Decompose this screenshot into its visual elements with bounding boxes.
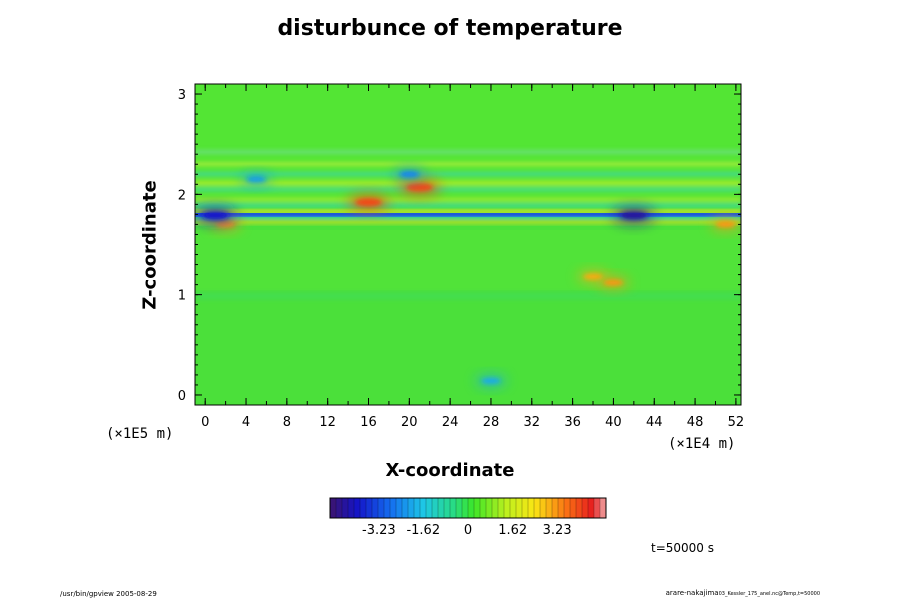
y-tick-label: 0 xyxy=(178,389,186,404)
x-tick-label: 40 xyxy=(605,415,622,430)
colorbar-cell xyxy=(534,498,541,518)
colorbar xyxy=(329,497,607,519)
colorbar-cell xyxy=(450,498,457,518)
x-tick-label: 32 xyxy=(524,415,541,430)
x-tick-label: 52 xyxy=(728,415,745,430)
x-tick-label: 12 xyxy=(319,415,336,430)
colorbar-cell xyxy=(492,498,499,518)
colorbar-cell xyxy=(528,498,535,518)
colorbar-tick-label: 0 xyxy=(464,523,472,538)
colorbar-cell xyxy=(330,498,337,518)
colorbar-cell xyxy=(372,498,379,518)
colorbar-cell xyxy=(414,498,421,518)
footer-command: /usr/bin/gpview 2005-08-29 xyxy=(60,590,157,598)
heatmap-field xyxy=(195,84,741,405)
colorbar-cell xyxy=(408,498,415,518)
feature-core-0 xyxy=(355,198,382,207)
feature-core-7 xyxy=(202,211,229,220)
axis-ticks xyxy=(195,84,741,405)
colorbar-cell xyxy=(522,498,529,518)
colorbar-cell xyxy=(474,498,481,518)
y-tick-labels: 0 1 2 3 xyxy=(178,88,186,404)
feature-core-3 xyxy=(603,279,624,286)
x-tick-label: 48 xyxy=(687,415,704,430)
colorbar-cell xyxy=(498,498,505,518)
colorbar-cell xyxy=(576,498,583,518)
feature-core-2 xyxy=(583,273,603,280)
colorbar-cell xyxy=(444,498,451,518)
colorbar-cell xyxy=(462,498,469,518)
x-tick-label: 0 xyxy=(201,415,209,430)
colorbar-cell xyxy=(552,498,559,518)
time-label: t=50000 s xyxy=(651,541,714,555)
colorbar-cell xyxy=(510,498,517,518)
colorbar-cell xyxy=(564,498,571,518)
colorbar-cell xyxy=(588,498,595,518)
colorbar-cell xyxy=(486,498,493,518)
x-tick-labels: 0 4 8 12 16 20 24 28 32 36 40 44 48 52 xyxy=(201,415,744,430)
colorbar-cell xyxy=(516,498,523,518)
colorbar-cell xyxy=(390,498,397,518)
x-tick-label: 36 xyxy=(564,415,581,430)
colorbar-tick-label: -1.62 xyxy=(406,523,440,538)
x-tick-label: 20 xyxy=(401,415,418,430)
colorbar-cell xyxy=(558,498,565,518)
colorbar-cell xyxy=(348,498,355,518)
colorbar-tick-label: 3.23 xyxy=(543,523,572,538)
footer-author: arare-nakajima xyxy=(665,589,719,597)
colorbar-tick-label: -3.23 xyxy=(362,523,396,538)
colorbar-cell xyxy=(438,498,445,518)
colorbar-cell xyxy=(336,498,343,518)
feature-core-5 xyxy=(716,221,736,228)
x-tick-label: 16 xyxy=(360,415,377,430)
colorbar-cell xyxy=(342,498,349,518)
colorbar-cell xyxy=(468,498,475,518)
chart-title: disturbunce of temperature xyxy=(277,16,623,41)
x-tick-label: 28 xyxy=(483,415,500,430)
x-tick-label: 44 xyxy=(646,415,663,430)
y-tick-label: 1 xyxy=(178,289,186,304)
colorbar-cell xyxy=(504,498,511,518)
colorbar-cell xyxy=(354,498,361,518)
colorbar-frame xyxy=(329,497,607,519)
colorbar-cell xyxy=(396,498,403,518)
colorbar-labels: -3.23 -1.62 0 1.62 3.23 xyxy=(362,523,572,538)
y-tick-label: 2 xyxy=(178,188,186,203)
feature-core-9 xyxy=(399,171,419,178)
colorbar-cell xyxy=(420,498,427,518)
footer-file: 03_Kessler_175_anel.nc@Temp,t=50000 xyxy=(718,591,820,597)
colorbar-cell xyxy=(570,498,577,518)
colorbar-cell xyxy=(378,498,385,518)
colorbar-cell xyxy=(594,498,601,518)
colorbar-cell xyxy=(540,498,547,518)
colorbar-cell xyxy=(402,498,409,518)
feature-core-8 xyxy=(481,378,501,384)
colorbar-cell xyxy=(456,498,463,518)
x-tick-label: 8 xyxy=(283,415,291,430)
y-axis-label: Z-coordinate xyxy=(139,180,161,310)
y-unit-label: (×1E5 m) xyxy=(106,426,174,442)
x-axis-label: X-coordinate xyxy=(385,460,515,481)
x-unit-label: (×1E4 m) xyxy=(668,436,736,452)
colorbar-cell xyxy=(366,498,373,518)
footer-source: arare-nakajima03_Kessler_175_anel.nc@Tem… xyxy=(666,589,820,597)
colorbar-cell xyxy=(384,498,391,518)
x-tick-label: 4 xyxy=(242,415,250,430)
colorbar-tick-label: 1.62 xyxy=(498,523,527,538)
colorbar-cell xyxy=(600,498,607,518)
colorbar-cell xyxy=(360,498,367,518)
colorbar-cell xyxy=(480,498,487,518)
colorbar-cell xyxy=(546,498,553,518)
heatmap-features xyxy=(195,167,741,389)
feature-core-1 xyxy=(406,183,433,192)
feature-core-6 xyxy=(620,211,648,220)
colorbar-cell xyxy=(582,498,589,518)
colorbar-cell xyxy=(432,498,439,518)
x-tick-label: 24 xyxy=(442,415,459,430)
feature-core-10 xyxy=(246,176,266,183)
colorbar-cell xyxy=(426,498,433,518)
y-tick-label: 3 xyxy=(178,88,186,103)
